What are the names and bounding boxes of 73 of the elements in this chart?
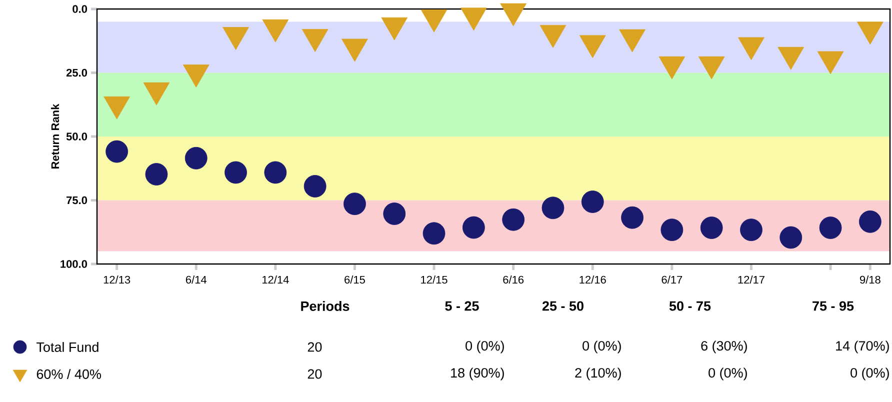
point — [420, 9, 448, 32]
x-tick-label: 9/18 — [860, 276, 880, 284]
text: 20 — [308, 369, 322, 379]
point — [660, 218, 684, 242]
point — [222, 27, 249, 50]
point — [740, 218, 762, 242]
point — [500, 3, 527, 26]
point — [462, 216, 485, 239]
text: 50 - 75 — [669, 301, 711, 311]
text: 20 — [308, 342, 322, 352]
point — [738, 37, 764, 60]
point — [224, 161, 247, 184]
point — [104, 96, 130, 120]
point — [422, 222, 446, 245]
point — [342, 38, 368, 62]
y-tick-label: 50.0 — [66, 132, 88, 140]
point — [658, 56, 686, 80]
text: 5 - 25 — [445, 301, 479, 311]
point — [302, 29, 328, 52]
point — [780, 226, 802, 249]
x-tick-label: 6/14 — [186, 276, 206, 284]
text: 6 (30%) — [701, 340, 747, 354]
point — [698, 56, 725, 80]
point — [381, 17, 408, 40]
text: 0 (0%) — [466, 340, 504, 354]
text: 14 (70%) — [836, 340, 889, 354]
y-tick-label: 100.0 — [60, 260, 88, 268]
point — [383, 202, 406, 225]
point — [540, 25, 566, 48]
x-tick-label: 12/13 — [104, 276, 130, 284]
legend-label: 60% / 40% — [36, 369, 101, 379]
point — [182, 64, 210, 88]
text: 0 (0%) — [582, 340, 621, 354]
point — [858, 210, 882, 233]
x-tick-label: 12/14 — [262, 276, 289, 284]
point — [856, 22, 884, 45]
point — [778, 46, 804, 70]
point — [106, 140, 128, 163]
y-tick-label: 0.0 — [72, 5, 88, 13]
text: 0 (0%) — [708, 368, 747, 380]
legend-label: Total Fund — [36, 342, 98, 352]
text: 2 (10%) — [575, 368, 621, 380]
point — [581, 190, 604, 213]
point — [143, 82, 170, 106]
text: 25 - 50 — [542, 301, 584, 311]
text: 18 (90%) — [451, 368, 504, 380]
point — [145, 163, 168, 186]
x-tick-label: 6/16 — [503, 276, 524, 284]
x-tick-label: 12/15 — [421, 276, 448, 284]
point — [460, 8, 487, 31]
x-tick-label: 6/15 — [344, 276, 365, 284]
y-axis-title: Return Rank — [51, 104, 60, 168]
point — [619, 29, 646, 52]
point — [819, 216, 842, 239]
point — [344, 192, 366, 216]
x-tick-label: 6/17 — [662, 276, 682, 284]
text: 0 (0%) — [850, 368, 889, 380]
y-tick-label: 75.0 — [66, 196, 88, 204]
text: Periods — [301, 301, 350, 311]
point — [621, 206, 644, 229]
point — [502, 208, 525, 231]
x-tick-label: 12/16 — [580, 276, 606, 284]
point — [184, 146, 208, 170]
point — [700, 216, 723, 239]
point — [817, 51, 844, 74]
point — [264, 161, 287, 184]
point — [304, 175, 326, 198]
point — [579, 35, 606, 58]
y-tick-label: 25.0 — [66, 68, 88, 77]
point — [262, 19, 289, 42]
point — [542, 196, 564, 220]
x-tick-label: 12/17 — [738, 276, 764, 284]
text: 75 - 95 — [812, 301, 854, 311]
